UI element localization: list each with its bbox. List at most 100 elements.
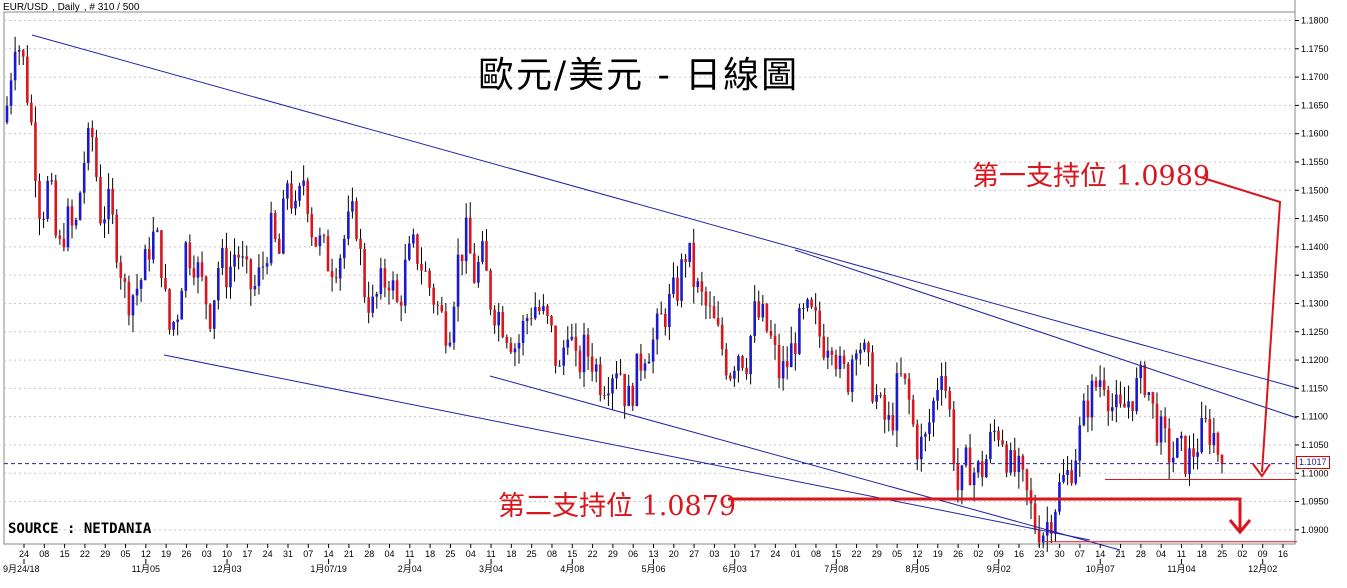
candle-body xyxy=(17,50,21,52)
candle-body xyxy=(956,464,960,491)
y-tick-label: 1.1250 xyxy=(1301,327,1329,337)
candle-body xyxy=(842,355,846,364)
y-tick-label: 1.1750 xyxy=(1301,44,1329,54)
candle-body xyxy=(95,137,98,177)
y-axis: 1.0900 1.0950 1.1000 1.1050 1.1100 1.1150 1.12… xyxy=(1295,15,1329,535)
candle-body xyxy=(647,361,651,364)
candle-body xyxy=(277,238,281,254)
candle-body xyxy=(196,262,200,278)
candle-body xyxy=(594,364,598,372)
candle-body xyxy=(26,56,29,103)
candle-body xyxy=(273,212,277,239)
x-tick-label: 22 xyxy=(588,549,598,559)
candle-body xyxy=(513,348,517,353)
candle-body xyxy=(485,241,488,271)
candle-body xyxy=(50,180,53,182)
candle-body xyxy=(176,319,179,322)
candle-body xyxy=(598,364,602,395)
x-tick-label: 15 xyxy=(831,549,841,559)
x-tick-label: 21 xyxy=(344,549,354,559)
candle-body xyxy=(611,378,614,394)
candle-body xyxy=(993,430,996,432)
candle-body xyxy=(952,409,956,465)
candle-body xyxy=(334,277,338,279)
candle-body xyxy=(444,311,448,346)
candle-body xyxy=(928,422,931,434)
candle-body xyxy=(1005,444,1008,473)
interval-label: Daily xyxy=(57,2,80,13)
candle-body xyxy=(960,465,964,491)
candle-body xyxy=(1143,365,1147,396)
candle-body xyxy=(887,415,891,420)
y-tick-label: 1.1600 xyxy=(1301,129,1329,139)
candle-body xyxy=(570,336,574,340)
candle-body xyxy=(62,238,66,248)
candle-body xyxy=(761,303,765,318)
x-tick-label: 21 xyxy=(1116,549,1126,559)
candle-body xyxy=(489,270,492,310)
candle-body xyxy=(1192,448,1195,457)
y-tick-label: 1.1800 xyxy=(1301,15,1329,25)
x-tick-label: 25 xyxy=(527,549,537,559)
candle-body xyxy=(13,51,17,81)
candle-body xyxy=(769,330,773,336)
candle-body xyxy=(777,344,781,379)
candle-body xyxy=(521,321,525,343)
candle-body xyxy=(830,350,834,355)
x-tick-label: 11 xyxy=(1177,549,1186,559)
candle-body xyxy=(607,393,610,396)
candle-body xyxy=(1180,435,1183,439)
candle-body xyxy=(302,180,305,186)
candle-body xyxy=(322,235,326,237)
candle-body xyxy=(985,459,988,478)
candle-body xyxy=(846,363,850,392)
candle-body xyxy=(501,312,505,337)
candle-body xyxy=(217,267,220,301)
candle-body xyxy=(798,308,801,354)
x-tick-label: 03 xyxy=(202,549,212,559)
candle-body xyxy=(1188,448,1191,475)
candle-body xyxy=(745,367,748,375)
candle-body xyxy=(204,276,208,305)
x-tick-label: 23 xyxy=(1034,549,1044,559)
lower-trendline-1 xyxy=(163,354,1091,541)
annotation-arrows xyxy=(728,176,1282,535)
candle-body xyxy=(407,243,411,260)
x-tick-label: 29 xyxy=(608,549,618,559)
candle-body xyxy=(42,218,45,220)
candle-body xyxy=(789,343,793,368)
candle-body xyxy=(91,127,94,138)
candle-body xyxy=(1050,521,1053,534)
candle-body xyxy=(111,188,114,215)
x-tick-label: 02 xyxy=(973,549,983,559)
candle-body xyxy=(82,162,86,193)
candle-body xyxy=(379,268,383,294)
x-month-label: 6月03 xyxy=(723,564,747,574)
candle-body xyxy=(1062,474,1065,483)
candle-body xyxy=(314,237,318,247)
candle-body xyxy=(529,318,533,320)
candle-body xyxy=(558,365,561,367)
candle-body xyxy=(948,390,952,410)
x-tick-label: 08 xyxy=(811,549,821,559)
candle-body xyxy=(1127,401,1130,408)
x-tick-label: 13 xyxy=(648,549,658,559)
candle-body xyxy=(192,268,196,278)
upper-trendline-1 xyxy=(31,34,1298,389)
support2-arrowhead xyxy=(1228,519,1252,535)
x-tick-label: 26 xyxy=(953,549,963,559)
candle-body xyxy=(773,335,777,345)
candle-body xyxy=(399,301,403,306)
x-tick-label: 22 xyxy=(852,549,862,559)
y-tick-label: 1.1050 xyxy=(1301,440,1329,450)
candle-body xyxy=(269,212,273,264)
candle-body xyxy=(631,385,635,406)
x-tick-label: 27 xyxy=(689,549,699,559)
candle-body xyxy=(562,347,566,366)
candle-body xyxy=(566,339,570,348)
candle-body xyxy=(347,211,350,239)
x-tick-label: 04 xyxy=(466,549,476,559)
candle-body xyxy=(700,281,704,292)
candle-body xyxy=(156,230,159,232)
y-tick-label: 1.1150 xyxy=(1301,383,1328,393)
